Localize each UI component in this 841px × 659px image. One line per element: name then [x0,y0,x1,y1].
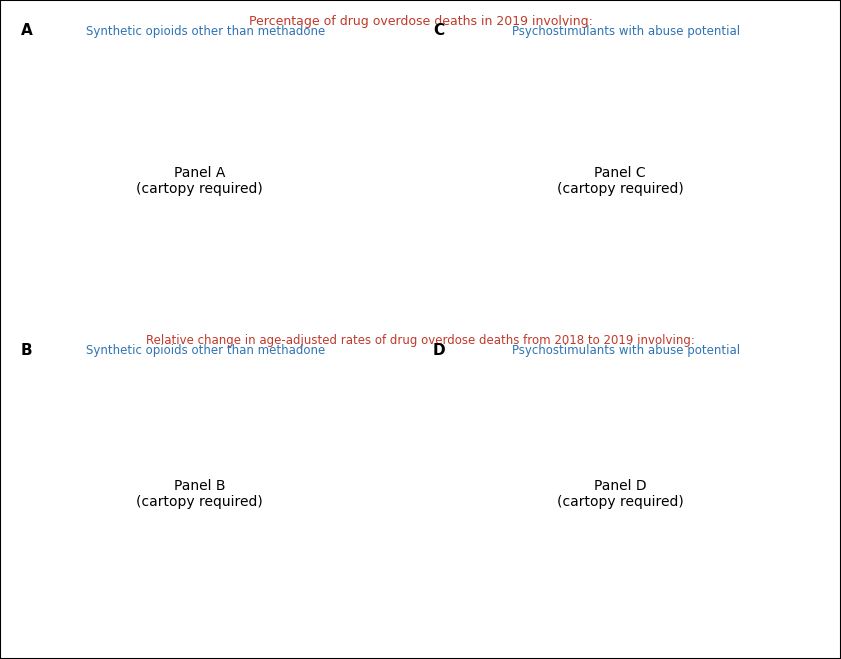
Text: Panel A
(cartopy required): Panel A (cartopy required) [136,166,263,196]
Text: Percentage of drug overdose deaths in 2019 involving:: Percentage of drug overdose deaths in 20… [249,15,592,28]
Text: Psychostimulants with abuse potential: Psychostimulants with abuse potential [512,25,741,38]
Text: Panel D
(cartopy required): Panel D (cartopy required) [557,479,684,509]
Text: A: A [21,23,33,38]
Text: Panel C
(cartopy required): Panel C (cartopy required) [557,166,684,196]
Text: C: C [433,23,444,38]
Text: B: B [21,343,33,358]
Text: D: D [433,343,446,358]
Text: Relative change in age-adjusted rates of drug overdose deaths from 2018 to 2019 : Relative change in age-adjusted rates of… [146,334,695,347]
Text: Synthetic opioids other than methadone: Synthetic opioids other than methadone [87,25,325,38]
Text: Synthetic opioids other than methadone: Synthetic opioids other than methadone [87,344,325,357]
Text: Panel B
(cartopy required): Panel B (cartopy required) [136,479,263,509]
Text: Psychostimulants with abuse potential: Psychostimulants with abuse potential [512,344,741,357]
